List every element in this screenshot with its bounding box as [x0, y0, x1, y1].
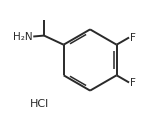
Text: F: F [130, 78, 136, 87]
Text: HCl: HCl [30, 99, 49, 109]
Text: F: F [130, 33, 136, 42]
Text: H₂N: H₂N [13, 32, 33, 42]
